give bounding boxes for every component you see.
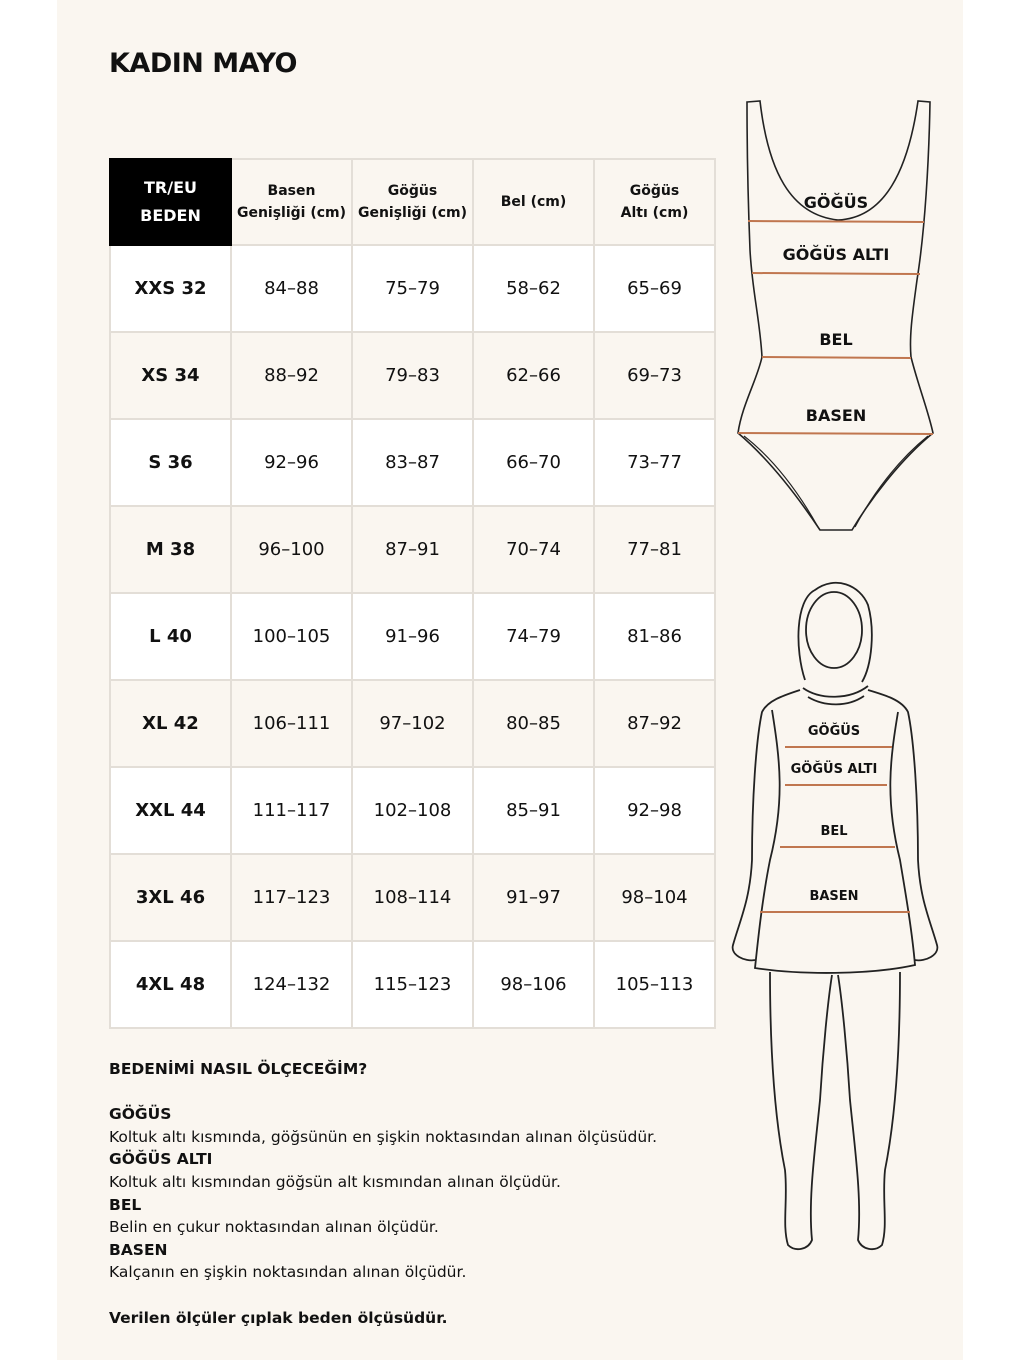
- measurement-cell: 105–113: [593, 940, 716, 1029]
- guide-note: Verilen ölçüler çıplak beden ölçüsüdür.: [109, 1308, 448, 1327]
- header-underbust: Göğüs Altı (cm): [593, 158, 716, 246]
- measurement-cell: 98–106: [472, 940, 595, 1029]
- table-header-row: TR/EU BEDEN Basen Genişliği (cm) Göğüs Geni…: [109, 158, 716, 246]
- measurement-cell: 102–108: [351, 766, 474, 855]
- measurement-cell: 92–96: [230, 418, 353, 507]
- measurement-cell: 88–92: [230, 331, 353, 420]
- measurement-cell: 91–97: [472, 853, 595, 942]
- size-cell: XXL 44: [109, 766, 232, 855]
- header-hip: Basen Genişliği (cm): [230, 158, 353, 246]
- burkini-label-chest: GÖĞÜS: [808, 723, 860, 739]
- measurement-cell: 69–73: [593, 331, 716, 420]
- size-cell: 3XL 46: [109, 853, 232, 942]
- size-table: TR/EU BEDEN Basen Genişliği (cm) Göğüs Geni…: [109, 158, 716, 1029]
- burkini-label-underbust: GÖĞÜS ALTI: [791, 761, 878, 777]
- table-row: M 38 96–100 87–91 70–74 77–81: [109, 505, 716, 594]
- measurement-cell: 106–111: [230, 679, 353, 768]
- measurement-cell: 98–104: [593, 853, 716, 942]
- measurement-cell: 115–123: [351, 940, 474, 1029]
- swimsuit-label-chest: GÖĞÜS: [804, 193, 868, 212]
- measurement-cell: 65–69: [593, 244, 716, 333]
- header-line: BEDEN: [140, 206, 201, 225]
- table-row: XXS 32 84–88 75–79 58–62 65–69: [109, 244, 716, 333]
- swimsuit-label-hip: BASEN: [806, 406, 866, 425]
- burkini-label-waist: BEL: [820, 824, 847, 839]
- header-size: TR/EU BEDEN: [109, 158, 232, 246]
- swimsuit-illustration: [737, 100, 934, 531]
- guide-label-chest: GÖĞÜS: [109, 1105, 172, 1124]
- measurement-cell: 92–98: [593, 766, 716, 855]
- measurement-cell: 117–123: [230, 853, 353, 942]
- header-line: Altı (cm): [620, 205, 689, 221]
- page-title: KADIN MAYO: [109, 48, 298, 79]
- burkini-illustration: [731, 581, 939, 1251]
- measurement-cell: 83–87: [351, 418, 474, 507]
- swimsuit-label-waist: BEL: [819, 330, 852, 349]
- table-row: 3XL 46 117–123 108–114 91–97 98–104: [109, 853, 716, 942]
- burkini-measure-lines: [760, 746, 910, 913]
- size-cell: XL 42: [109, 679, 232, 768]
- measurement-cell: 84–88: [230, 244, 353, 333]
- measurement-cell: 58–62: [472, 244, 595, 333]
- table-row: XS 34 88–92 79–83 62–66 69–73: [109, 331, 716, 420]
- measurement-cell: 108–114: [351, 853, 474, 942]
- measurement-cell: 87–92: [593, 679, 716, 768]
- table-row: 4XL 48 124–132 115–123 98–106 105–113: [109, 940, 716, 1029]
- measurement-guide: BEDENİMİ NASIL ÖLÇECEĞİM? GÖĞÜS Koltuk a…: [109, 1058, 657, 1329]
- guide-heading: BEDENİMİ NASIL ÖLÇECEĞİM?: [109, 1060, 368, 1078]
- measurement-cell: 74–79: [472, 592, 595, 681]
- header-line: Bel (cm): [500, 194, 567, 210]
- measurement-cell: 77–81: [593, 505, 716, 594]
- swimsuit-measure-lines: [737, 220, 934, 435]
- table-row: S 36 92–96 83–87 66–70 73–77: [109, 418, 716, 507]
- measurement-cell: 111–117: [230, 766, 353, 855]
- table-row: XXL 44 111–117 102–108 85–91 92–98: [109, 766, 716, 855]
- measurement-cell: 79–83: [351, 331, 474, 420]
- measurement-cell: 96–100: [230, 505, 353, 594]
- burkini-label-hip: BASEN: [809, 889, 858, 904]
- header-waist: Bel (cm): [472, 158, 595, 246]
- header-chest: Göğüs Genişliği (cm): [351, 158, 474, 246]
- measurement-cell: 124–132: [230, 940, 353, 1029]
- guide-text-chest: Koltuk altı kısmında, göğsünün en şişkin…: [109, 1127, 658, 1146]
- measurement-cell: 91–96: [351, 592, 474, 681]
- measurement-cell: 85–91: [472, 766, 595, 855]
- size-cell: M 38: [109, 505, 232, 594]
- measurement-cell: 80–85: [472, 679, 595, 768]
- measurement-cell: 75–79: [351, 244, 474, 333]
- measurement-cell: 73–77: [593, 418, 716, 507]
- measurement-cell: 97–102: [351, 679, 474, 768]
- size-cell: 4XL 48: [109, 940, 232, 1029]
- header-line: Göğüs: [629, 183, 680, 199]
- guide-text-underbust: Koltuk altı kısmından göğsün alt kısmınd…: [109, 1172, 561, 1191]
- size-cell: XXS 32: [109, 244, 232, 333]
- guide-label-underbust: GÖĞÜS ALTI: [109, 1150, 213, 1169]
- header-line: Genişliği (cm): [236, 205, 347, 221]
- guide-text-waist: Belin en çukur noktasından alınan ölçüdü…: [109, 1218, 439, 1237]
- table-row: L 40 100–105 91–96 74–79 81–86: [109, 592, 716, 681]
- header-line: TR/EU: [144, 178, 197, 197]
- table-row: XL 42 106–111 97–102 80–85 87–92: [109, 679, 716, 768]
- measurement-cell: 87–91: [351, 505, 474, 594]
- header-line: Basen: [267, 183, 316, 199]
- measurement-cell: 100–105: [230, 592, 353, 681]
- size-cell: S 36: [109, 418, 232, 507]
- guide-label-waist: BEL: [109, 1195, 142, 1214]
- guide-label-hip: BASEN: [109, 1240, 168, 1259]
- swimsuit-label-underbust: GÖĞÜS ALTI: [783, 245, 890, 264]
- measurement-cell: 62–66: [472, 331, 595, 420]
- measurement-cell: 70–74: [472, 505, 595, 594]
- guide-text-hip: Kalçanın en şişkin noktasından alınan öl…: [109, 1263, 467, 1282]
- header-line: Göğüs: [387, 183, 438, 199]
- size-cell: XS 34: [109, 331, 232, 420]
- measurement-cell: 81–86: [593, 592, 716, 681]
- measurement-cell: 66–70: [472, 418, 595, 507]
- header-line: Genişliği (cm): [357, 205, 468, 221]
- size-cell: L 40: [109, 592, 232, 681]
